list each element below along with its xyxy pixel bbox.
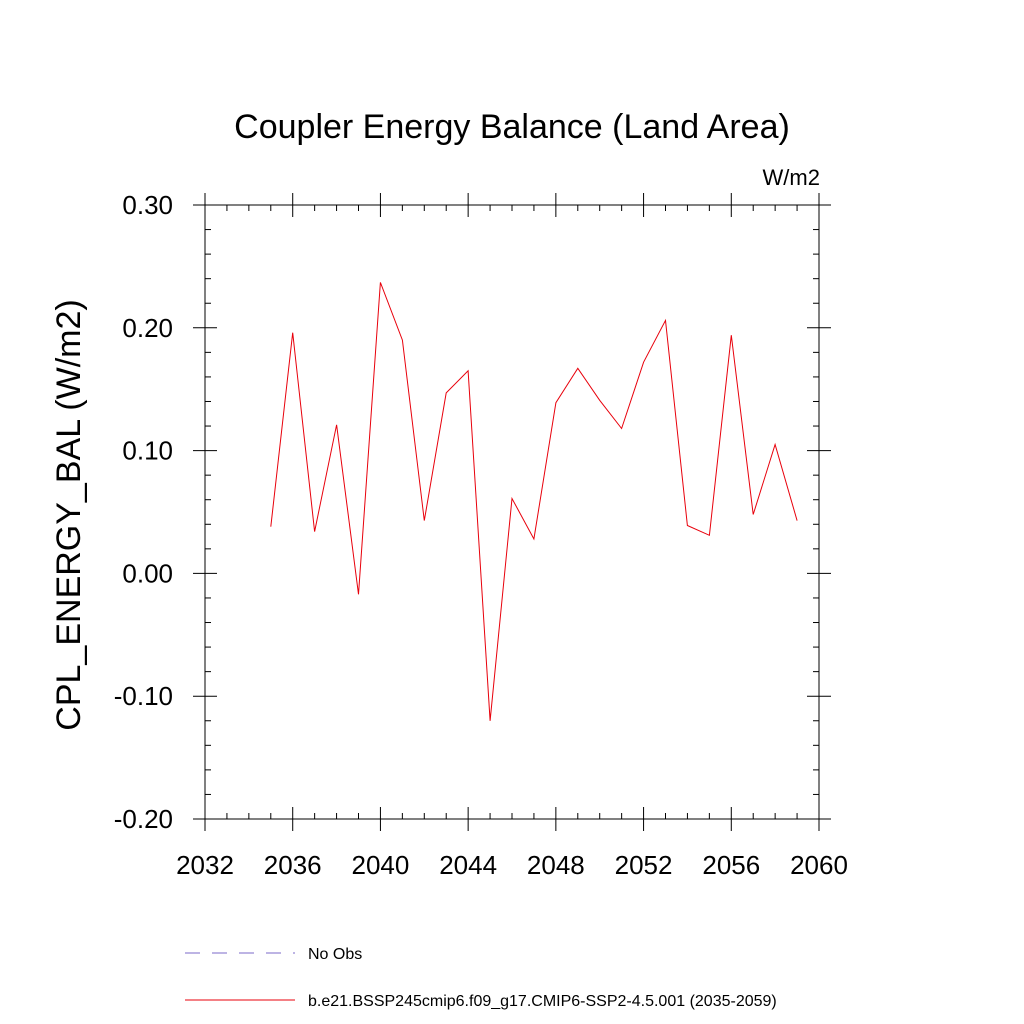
legend-label: No Obs <box>308 946 362 963</box>
y-tick-label: 0.00 <box>122 558 173 588</box>
series-line <box>270 282 798 721</box>
y-tick-label: 0.10 <box>122 436 173 466</box>
y-tick-label: -0.20 <box>114 804 173 834</box>
y-axis-label: CPL_ENERGY_BAL (W/m2) <box>50 299 88 730</box>
units-label: W/m2 <box>763 165 820 190</box>
y-tick-label: 0.30 <box>122 190 173 220</box>
legend-label: b.e21.BSSP245cmip6.f09_g17.CMIP6-SSP2-4.… <box>308 993 777 1010</box>
y-tick-label: 0.20 <box>122 313 173 343</box>
plot-frame <box>204 204 820 820</box>
y-tick-label: -0.10 <box>114 681 173 711</box>
axis-ticks <box>193 193 831 831</box>
x-tick-labels: 2032 2036 2040 2044 2048 2052 2056 2060 <box>176 850 848 880</box>
x-tick-label: 2040 <box>352 850 410 880</box>
series-layer <box>270 282 798 721</box>
x-tick-label: 2048 <box>527 850 585 880</box>
x-tick-label: 2060 <box>790 850 848 880</box>
x-tick-label: 2044 <box>439 850 497 880</box>
x-tick-label: 2052 <box>615 850 673 880</box>
x-tick-label: 2036 <box>264 850 322 880</box>
chart-title: Coupler Energy Balance (Land Area) <box>234 108 790 146</box>
legend: No Obs b.e21.BSSP245cmip6.f09_g17.CMIP6-S… <box>185 946 777 1010</box>
x-tick-label: 2032 <box>176 850 234 880</box>
x-tick-label: 2056 <box>702 850 760 880</box>
y-tick-labels: -0.20 -0.10 0.00 0.10 0.20 0.30 <box>114 190 173 834</box>
